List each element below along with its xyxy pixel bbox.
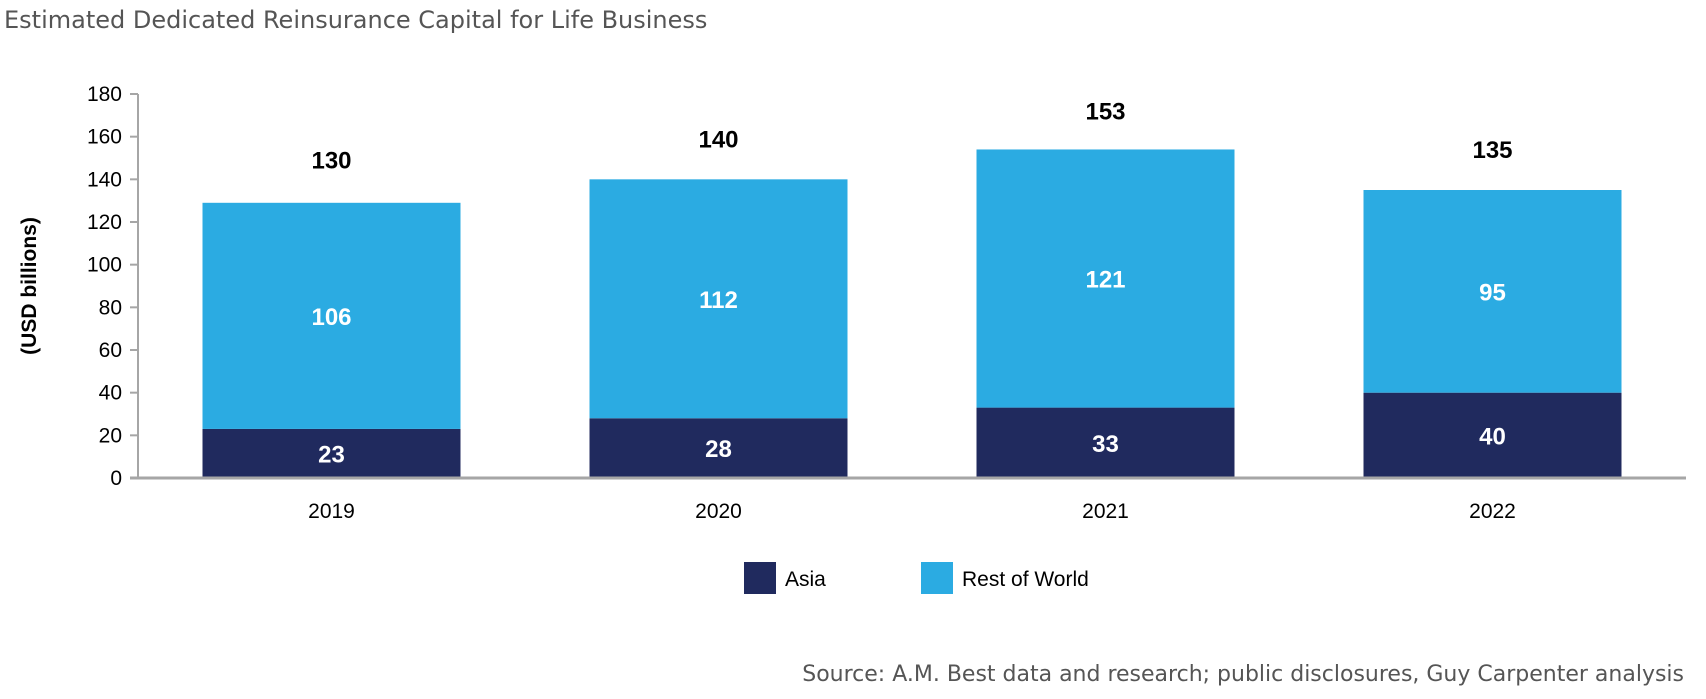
- x-tick-label: 2022: [1469, 500, 1516, 523]
- data-label: 106: [311, 304, 351, 331]
- y-tick-label: 80: [99, 296, 122, 319]
- x-tick-label: 2019: [308, 500, 355, 523]
- data-label: 28: [705, 436, 732, 463]
- legend-label: Rest of World: [962, 568, 1089, 591]
- legend-label: Asia: [785, 568, 826, 591]
- data-label: 33: [1092, 431, 1119, 458]
- y-tick-label: 120: [87, 211, 122, 234]
- data-label: 121: [1085, 267, 1125, 294]
- y-tick-label: 140: [87, 168, 122, 191]
- legend-swatch-asia: [744, 562, 776, 594]
- x-tick-label: 2020: [695, 500, 742, 523]
- data-label: 40: [1479, 423, 1506, 450]
- bar-segment-asia: [202, 428, 461, 478]
- bar-segment-rest-of-world: [202, 202, 461, 429]
- bar-segment-asia: [1363, 392, 1622, 478]
- total-label: 135: [1472, 137, 1512, 164]
- y-tick-label: 20: [99, 424, 122, 447]
- bar-segment-asia: [589, 418, 848, 478]
- x-tick-label: 2021: [1082, 500, 1129, 523]
- source-note: Source: A.M. Best data and research; pub…: [802, 662, 1684, 687]
- bar-segment-rest-of-world: [589, 179, 848, 419]
- y-tick-label: 0: [110, 467, 122, 490]
- data-label: 23: [318, 441, 345, 468]
- y-axis-title: (USD billions): [18, 217, 41, 355]
- y-tick-label: 100: [87, 254, 122, 277]
- y-tick-label: 60: [99, 339, 122, 362]
- total-label: 140: [698, 126, 738, 153]
- chart-title: Estimated Dedicated Reinsurance Capital …: [4, 6, 708, 34]
- bar-segment-rest-of-world: [1363, 190, 1622, 393]
- y-tick-label: 160: [87, 126, 122, 149]
- legend-swatch-rest-of-world: [921, 562, 953, 594]
- y-tick-label: 40: [99, 382, 122, 405]
- data-label: 95: [1479, 279, 1506, 306]
- bar-segment-rest-of-world: [976, 149, 1235, 408]
- data-label: 112: [699, 287, 738, 314]
- bar-segment-asia: [976, 407, 1235, 478]
- y-tick-label: 180: [87, 83, 122, 106]
- total-label: 130: [311, 148, 351, 175]
- total-label: 153: [1085, 99, 1125, 126]
